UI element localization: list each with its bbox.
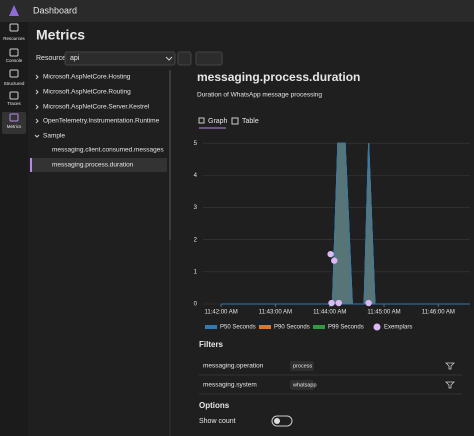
- graph-icon: [198, 117, 205, 124]
- tree-item[interactable]: messaging.process.duration: [52, 162, 134, 169]
- x-tick-label: 11:43:00 AM: [259, 310, 292, 316]
- resource-label: Resource: [36, 55, 66, 62]
- x-tick-label: 11:45:00 AM: [367, 310, 400, 316]
- y-tick-label: 1: [194, 269, 198, 275]
- y-tick-label: 0: [194, 302, 198, 308]
- resource-select[interactable]: [64, 51, 176, 66]
- filter-chip: [290, 380, 314, 390]
- show-count-toggle[interactable]: [271, 415, 293, 427]
- nav-label[interactable]: Traces: [7, 101, 21, 106]
- metric-description: Duration of WhatsApp message processing: [197, 92, 322, 99]
- show-count-label: Show count: [199, 418, 236, 425]
- nav-icon[interactable]: [9, 113, 19, 122]
- top-bar: [0, 0, 474, 22]
- chevron: [35, 74, 39, 80]
- y-tick-label: 3: [194, 205, 198, 211]
- settings-button[interactable]: [177, 51, 192, 66]
- nav-label[interactable]: Resources: [3, 36, 25, 41]
- legend-swatch: [259, 325, 271, 329]
- exemplar[interactable]: [331, 257, 338, 264]
- y-tick-label: 5: [194, 141, 198, 147]
- legend-swatch: [373, 323, 381, 331]
- exemplar[interactable]: [335, 299, 342, 307]
- nav-label[interactable]: Console: [6, 58, 23, 63]
- filter-chip: [290, 361, 314, 371]
- filter-name: messaging.system: [203, 382, 257, 389]
- chevron: [34, 134, 40, 138]
- nav-icon[interactable]: [9, 23, 19, 32]
- clear-button[interactable]: [195, 51, 223, 66]
- page-title: Metrics: [36, 27, 85, 43]
- options-title: Options: [199, 401, 230, 410]
- toggle-knob: [274, 418, 280, 424]
- nav-icon[interactable]: [9, 69, 19, 78]
- tree-item[interactable]: Microsoft.AspNetCore.Server.Kestrel: [43, 104, 150, 111]
- legend-label[interactable]: P90 Seconds: [274, 325, 310, 331]
- nav-label[interactable]: Structured: [4, 81, 25, 86]
- nav-active: [2, 112, 26, 134]
- x-tick-label: 11:42:00 AM: [204, 310, 237, 316]
- filter-icon[interactable]: [445, 362, 455, 370]
- table-icon: [231, 117, 239, 125]
- legend-swatch: [205, 325, 217, 329]
- selected-row: [30, 158, 167, 172]
- metric-title: messaging.process.duration: [197, 70, 360, 84]
- exemplar[interactable]: [365, 299, 372, 307]
- x-tick-label: 11:44:00 AM: [313, 310, 346, 316]
- filter-name: messaging.operation: [203, 363, 264, 370]
- selected-indicator: [30, 158, 32, 172]
- tree-item[interactable]: Sample: [43, 133, 65, 140]
- chevron: [35, 118, 39, 124]
- app-title: Dashboard: [33, 5, 77, 15]
- logo: [9, 5, 19, 16]
- tree-item[interactable]: messaging.client.consumed.messages: [52, 147, 164, 154]
- exemplar[interactable]: [328, 299, 335, 307]
- tab[interactable]: Graph: [208, 118, 228, 125]
- chevron: [35, 89, 39, 95]
- legend-swatch: [313, 325, 325, 329]
- tree-item[interactable]: Microsoft.AspNetCore.Routing: [43, 89, 131, 96]
- tree-item[interactable]: OpenTelemetry.Instrumentation.Runtime: [43, 118, 160, 125]
- side-nav: [0, 22, 28, 436]
- filter-icon[interactable]: [445, 381, 455, 389]
- y-tick-label: 4: [194, 173, 198, 179]
- nav-label[interactable]: Metrics: [7, 124, 22, 129]
- filters-title: Filters: [199, 340, 224, 349]
- nav-icon[interactable]: [9, 48, 19, 57]
- nav-icon[interactable]: [9, 91, 19, 100]
- select-chevron: [165, 56, 173, 61]
- legend-label[interactable]: P99 Seconds: [328, 325, 364, 331]
- legend-label[interactable]: Exemplars: [384, 325, 412, 331]
- y-tick-label: 2: [194, 237, 198, 243]
- filter-value: process: [293, 363, 313, 369]
- exemplar[interactable]: [327, 250, 334, 258]
- chevron: [35, 104, 39, 110]
- tab[interactable]: Table: [242, 118, 259, 125]
- series-area: [221, 142, 470, 305]
- resource-value: api: [70, 55, 80, 62]
- x-tick-label: 11:46:00 AM: [422, 310, 455, 316]
- legend-label[interactable]: P50 Seconds: [220, 325, 256, 331]
- filter-value: whatsapp: [292, 382, 317, 388]
- tree-item[interactable]: Microsoft.AspNetCore.Hosting: [43, 74, 131, 81]
